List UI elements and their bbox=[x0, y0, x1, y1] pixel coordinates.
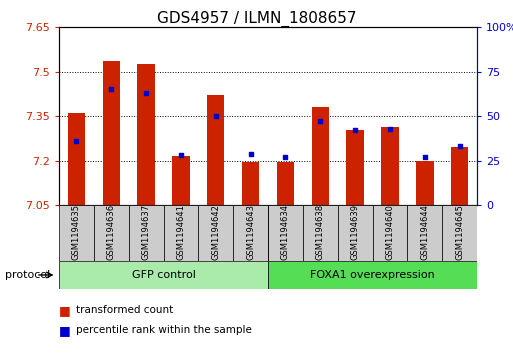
Bar bbox=[442, 205, 477, 261]
Point bbox=[247, 151, 255, 156]
Bar bbox=[303, 205, 338, 261]
Point bbox=[72, 138, 81, 144]
Point bbox=[421, 154, 429, 160]
Bar bbox=[242, 162, 260, 205]
Text: GFP control: GFP control bbox=[131, 270, 195, 280]
Bar bbox=[94, 205, 129, 261]
Bar bbox=[164, 205, 199, 261]
Text: GSM1194635: GSM1194635 bbox=[72, 204, 81, 260]
Bar bbox=[199, 205, 233, 261]
Text: protocol: protocol bbox=[5, 270, 50, 280]
Bar bbox=[268, 205, 303, 261]
Text: GSM1194636: GSM1194636 bbox=[107, 204, 116, 260]
Bar bbox=[451, 147, 468, 205]
Bar bbox=[268, 261, 477, 289]
Point bbox=[107, 86, 115, 92]
Point bbox=[177, 152, 185, 158]
Bar bbox=[277, 162, 294, 205]
Text: GSM1194637: GSM1194637 bbox=[142, 204, 151, 260]
Text: ■: ■ bbox=[59, 324, 71, 337]
Point bbox=[351, 127, 359, 133]
Point bbox=[456, 143, 464, 149]
Text: GSM1194639: GSM1194639 bbox=[351, 204, 360, 260]
Text: FOXA1 overexpression: FOXA1 overexpression bbox=[310, 270, 435, 280]
Bar bbox=[338, 205, 372, 261]
Bar bbox=[416, 160, 433, 205]
Bar bbox=[68, 113, 85, 205]
Bar bbox=[137, 64, 155, 205]
Point bbox=[316, 119, 324, 125]
Bar bbox=[346, 130, 364, 205]
Text: GSM1194644: GSM1194644 bbox=[420, 204, 429, 260]
Bar bbox=[103, 61, 120, 205]
Bar bbox=[407, 205, 442, 261]
Point bbox=[281, 154, 289, 160]
Bar bbox=[207, 95, 225, 205]
Text: GSM1194641: GSM1194641 bbox=[176, 204, 185, 260]
Text: GSM1194645: GSM1194645 bbox=[455, 204, 464, 260]
Bar bbox=[172, 156, 190, 205]
Text: GSM1194634: GSM1194634 bbox=[281, 204, 290, 260]
Bar bbox=[59, 261, 268, 289]
Bar bbox=[233, 205, 268, 261]
Bar bbox=[311, 107, 329, 205]
Text: GSM1194640: GSM1194640 bbox=[385, 204, 394, 260]
Point bbox=[386, 126, 394, 131]
Point bbox=[212, 113, 220, 119]
Text: GSM1194638: GSM1194638 bbox=[316, 204, 325, 260]
Point bbox=[142, 90, 150, 96]
Bar bbox=[381, 127, 399, 205]
Text: GSM1194643: GSM1194643 bbox=[246, 204, 255, 260]
Text: percentile rank within the sample: percentile rank within the sample bbox=[76, 325, 252, 335]
Bar bbox=[372, 205, 407, 261]
Text: GSM1194642: GSM1194642 bbox=[211, 204, 220, 260]
Bar bbox=[59, 205, 94, 261]
Text: ■: ■ bbox=[59, 304, 71, 317]
Text: GDS4957 / ILMN_1808657: GDS4957 / ILMN_1808657 bbox=[157, 11, 356, 27]
Bar bbox=[129, 205, 164, 261]
Text: transformed count: transformed count bbox=[76, 305, 173, 315]
